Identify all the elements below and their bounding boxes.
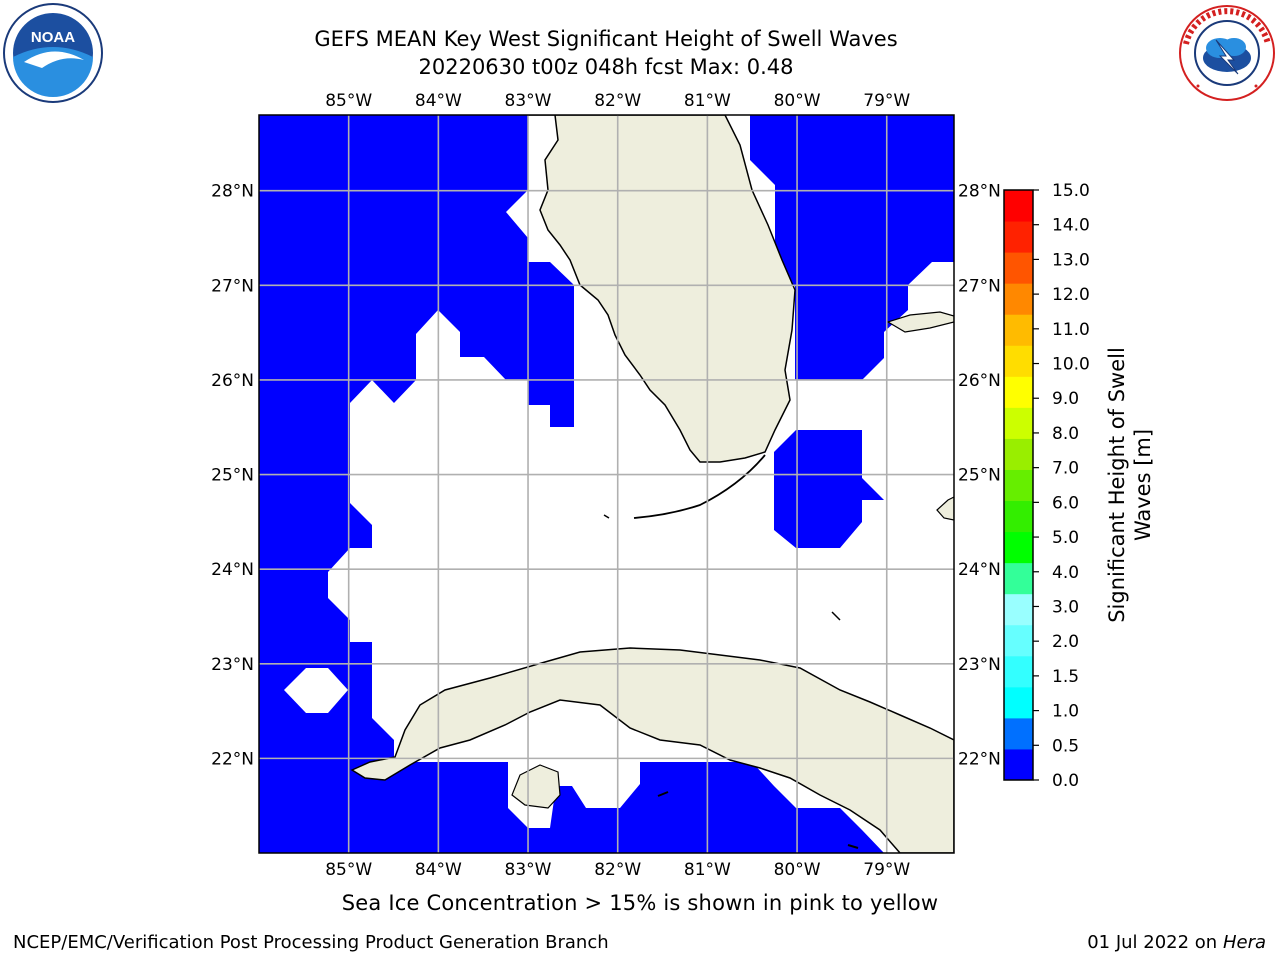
map-title: GEFS MEAN Key West Significant Height of… — [314, 27, 898, 51]
colorbar-label: Significant Height of SwellWaves [m] — [1105, 347, 1155, 623]
colorbar-tick-label: 8.0 — [1052, 424, 1079, 444]
lat-label-right: 23°N — [958, 655, 1001, 675]
colorbar-segment — [1004, 593, 1033, 626]
colorbar-tick-label: 0.5 — [1052, 736, 1079, 756]
lat-label-left: 22°N — [211, 749, 254, 769]
map-subtitle: 20220630 t00z 048h fcst Max: 0.48 — [418, 55, 794, 79]
lon-label-top: 83°W — [505, 91, 552, 111]
colorbar-tick-label: 11.0 — [1052, 320, 1090, 340]
colorbar-tick-label: 15.0 — [1052, 181, 1090, 201]
colorbar-segment — [1004, 314, 1033, 346]
lon-label-top: 85°W — [325, 91, 372, 111]
florida-keys — [633, 454, 766, 519]
colorbar-segment — [1004, 190, 1033, 222]
lat-label-right: 25°N — [958, 466, 1001, 486]
noaa-logo-icon: NOAA — [2, 2, 104, 108]
colorbar-tick-label: 6.0 — [1052, 493, 1079, 513]
bahamas-landmass — [886, 311, 954, 333]
colorbar-segment — [1004, 407, 1033, 439]
colorbar-frame — [1003, 189, 1034, 781]
lat-label-right: 24°N — [958, 560, 1001, 580]
colorbar-tick-label: 13.0 — [1052, 250, 1090, 270]
colorbar-segment — [1004, 438, 1033, 470]
lat-label-left: 27°N — [211, 276, 254, 296]
map-frame — [258, 114, 955, 854]
colorbar-tick-label: 1.5 — [1052, 667, 1079, 687]
lat-label-left: 23°N — [211, 655, 254, 675]
svg-text:NOAA: NOAA — [31, 29, 75, 46]
lon-label-top: 79°W — [863, 91, 910, 111]
lat-label-left: 26°N — [211, 371, 254, 391]
colorbar-segment — [1004, 655, 1033, 688]
lon-label-top: 84°W — [415, 91, 462, 111]
lat-label-right: 26°N — [958, 371, 1001, 391]
footer-date: 01 Jul 2022 on Hera — [1087, 932, 1266, 953]
colorbar-segment — [1004, 221, 1033, 253]
lat-label-right: 27°N — [958, 276, 1001, 296]
map-gridlines — [259, 115, 954, 853]
lon-label-bottom: 85°W — [325, 860, 372, 880]
colorbar-tick-label: 12.0 — [1052, 285, 1090, 305]
colorbar-segment — [1004, 252, 1033, 284]
lat-label-left: 28°N — [211, 182, 254, 202]
lat-label-left: 24°N — [211, 560, 254, 580]
lon-label-top: 80°W — [774, 91, 821, 111]
lat-label-right: 28°N — [958, 182, 1001, 202]
lon-label-top: 81°W — [684, 91, 731, 111]
florida-landmass — [528, 115, 796, 463]
colorbar-segment — [1004, 686, 1033, 719]
colorbar-segment — [1004, 345, 1033, 377]
colorbar-tick-label: 4.0 — [1052, 563, 1079, 583]
colorbar-tick-label: 0.0 — [1052, 771, 1079, 791]
colorbar-segment — [1004, 283, 1033, 315]
isla-de-la-juventud — [511, 764, 561, 809]
lat-label-right: 22°N — [958, 749, 1001, 769]
colorbar-tick-label: 1.0 — [1052, 702, 1079, 722]
colorbar-tick-label: 7.0 — [1052, 459, 1079, 479]
lon-label-bottom: 80°W — [774, 860, 821, 880]
lon-label-bottom: 84°W — [415, 860, 462, 880]
colorbar-label-line: Significant Height of Swell — [1105, 347, 1129, 623]
footer-org: NCEP/EMC/Verification Post Processing Pr… — [13, 932, 609, 953]
colorbar-tick-label: 2.0 — [1052, 632, 1079, 652]
colorbar-tick-label: 14.0 — [1052, 216, 1090, 236]
colorbar-tick-label: 5.0 — [1052, 528, 1079, 548]
colorbar: 0.0 0.5 1.0 1.5 2.0 3.0 4.0 5.0 6.0 7.0 8.0 9.0 10.0… — [1003, 181, 1090, 791]
footer-date-text: 01 Jul 2022 on — [1087, 932, 1223, 953]
colorbar-segment — [1004, 531, 1033, 564]
colorbar-segment — [1004, 748, 1033, 781]
lat-label-left: 25°N — [211, 466, 254, 486]
nws-logo-icon — [1176, 2, 1278, 108]
colorbar-segment — [1004, 500, 1033, 533]
colorbar-segment — [1004, 562, 1033, 595]
colorbar-segment — [1004, 469, 1033, 502]
map-axis-labels: 85°W 85°W 84°W 84°W 83°W 83°W 82°W 82°W 81°W 81°W… — [211, 91, 1001, 880]
sea-ice-caption: Sea Ice Concentration > 15% is shown in … — [341, 891, 939, 915]
colorbar-tick-label: 9.0 — [1052, 389, 1079, 409]
colorbar-tick-label: 3.0 — [1052, 597, 1079, 617]
colorbar-segment — [1004, 376, 1033, 408]
lon-label-bottom: 82°W — [594, 860, 641, 880]
cuba-landmass — [350, 647, 954, 853]
colorbar-segment — [1004, 717, 1033, 750]
colorbar-segment — [1004, 624, 1033, 657]
lon-label-bottom: 81°W — [684, 860, 731, 880]
colorbar-label-line: Waves [m] — [1131, 429, 1155, 541]
lon-label-bottom: 79°W — [863, 860, 910, 880]
lon-label-bottom: 83°W — [505, 860, 552, 880]
footer-host: Hera — [1222, 932, 1266, 953]
lon-label-top: 82°W — [594, 91, 641, 111]
colorbar-tick-label: 10.0 — [1052, 355, 1090, 375]
